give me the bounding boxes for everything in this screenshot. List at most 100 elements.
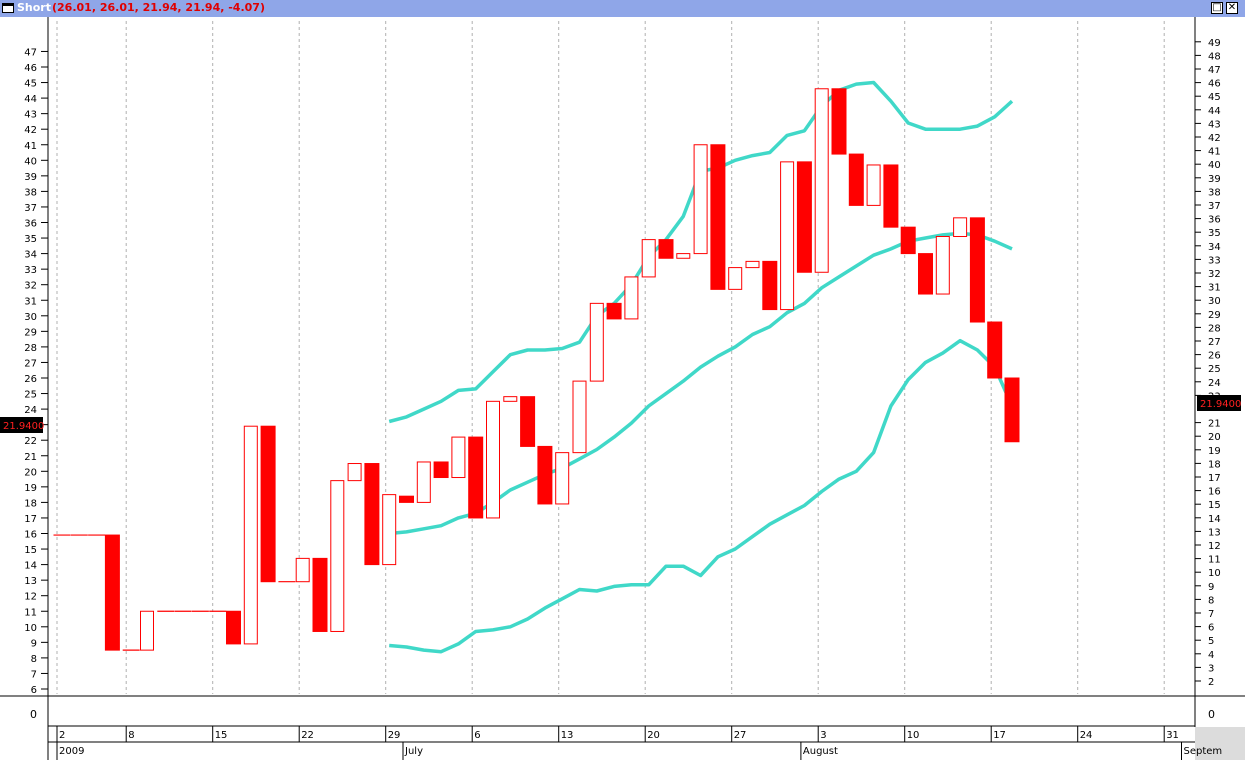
left-price-axis: 6789101112131415161718192021222324252627… — [24, 47, 48, 696]
left-tick-label: 38 — [24, 187, 37, 198]
right-tick-label: 42 — [1208, 133, 1221, 144]
right-tick-label: 38 — [1208, 187, 1221, 198]
left-tick-label: 29 — [24, 327, 37, 338]
right-tick-label: 9 — [1208, 582, 1214, 593]
right-tick-label: 41 — [1208, 147, 1221, 158]
right-tick-label: 35 — [1208, 228, 1221, 239]
volume-pane: 0 0 — [30, 708, 1215, 721]
time-tick-label: 31 — [1166, 730, 1179, 741]
right-tick-label: 8 — [1208, 595, 1214, 606]
time-tick-label: 15 — [215, 730, 228, 741]
restore-button[interactable]: □ — [1211, 2, 1223, 14]
candle-down — [399, 495, 414, 503]
candle-up — [572, 380, 587, 454]
right-tick-label: 12 — [1208, 541, 1221, 552]
right-price-axis: 2345678910111213141516171819202123242526… — [1195, 38, 1221, 688]
left-tick-label: 39 — [24, 172, 37, 183]
candle-up — [486, 400, 500, 519]
right-tick-label: 2 — [1208, 677, 1214, 688]
left-tick-label: 45 — [24, 79, 37, 90]
left-tick-label: 22 — [24, 436, 37, 447]
candle-up — [780, 161, 795, 311]
candle-up — [330, 480, 345, 632]
right-tick-label: 11 — [1208, 555, 1221, 566]
band-lower-line — [389, 338, 1014, 654]
time-axis: 2 8 15 22 29 6 13 20 27 3 10 17 24 31 2009 July August Se… — [56, 726, 1222, 760]
candle-down — [260, 425, 276, 583]
left-tick-label: 21 — [24, 452, 37, 463]
left-tick-label: 25 — [24, 390, 37, 401]
candle-up — [728, 267, 743, 290]
time-tick-label: 17 — [993, 730, 1006, 741]
candle-down — [658, 239, 674, 259]
right-tick-label: 46 — [1208, 79, 1221, 90]
left-tick-label: 47 — [24, 47, 37, 58]
time-tick-label: 6 — [474, 730, 480, 741]
time-tick-label: 8 — [128, 730, 134, 741]
last-price-label-right: 21.9400 — [1200, 399, 1241, 410]
right-tick-label: 4 — [1208, 650, 1214, 661]
left-tick-label: 26 — [24, 374, 37, 385]
left-tick-label: 14 — [24, 561, 37, 572]
close-button[interactable]: ✕ — [1226, 2, 1238, 14]
candle-down — [520, 396, 536, 447]
right-tick-label: 45 — [1208, 92, 1221, 103]
period-label: July — [404, 746, 423, 757]
left-tick-label: 11 — [24, 607, 37, 618]
right-tick-label: 33 — [1208, 255, 1221, 266]
candlesticks — [53, 88, 1020, 651]
left-tick-label: 44 — [24, 94, 37, 105]
last-price-box-left — [0, 417, 43, 433]
candle-down — [537, 445, 553, 505]
candle-down — [796, 161, 812, 273]
right-tick-label: 16 — [1208, 487, 1221, 498]
left-tick-label: 17 — [24, 514, 37, 525]
right-tick-label: 40 — [1208, 160, 1221, 171]
right-tick-label: 24 — [1208, 378, 1221, 389]
candle-up — [953, 217, 968, 237]
title-bar: Short (26.01, 26.01, 21.94, 21.94, -4.07… — [0, 0, 1245, 17]
last-price-box-right — [1197, 395, 1241, 411]
right-tick-label: 36 — [1208, 215, 1221, 226]
last-price-label-left: 21.9400 — [3, 421, 44, 432]
right-tick-label: 19 — [1208, 446, 1221, 457]
left-tick-label: 13 — [24, 576, 37, 587]
left-tick-label: 20 — [24, 467, 37, 478]
right-tick-label: 18 — [1208, 459, 1221, 470]
left-tick-label: 32 — [24, 281, 37, 292]
right-tick-label: 32 — [1208, 269, 1221, 280]
left-tick-label: 27 — [24, 358, 37, 369]
candle-down — [848, 153, 864, 206]
right-tick-label: 21 — [1208, 419, 1221, 430]
right-tick-label: 44 — [1208, 106, 1221, 117]
left-tick-label: 37 — [24, 203, 37, 214]
volume-axis-label-left: 0 — [30, 708, 37, 721]
period-label: August — [803, 746, 838, 757]
right-tick-label: 28 — [1208, 323, 1221, 334]
left-tick-label: 33 — [24, 265, 37, 276]
right-tick-label: 17 — [1208, 473, 1221, 484]
candle-up — [243, 425, 258, 645]
right-tick-label: 37 — [1208, 201, 1221, 212]
right-tick-label: 27 — [1208, 337, 1221, 348]
candle-up — [555, 452, 570, 505]
candle-up — [641, 239, 656, 278]
right-tick-label: 34 — [1208, 242, 1221, 253]
right-tick-label: 10 — [1208, 568, 1221, 579]
time-tick-label: 22 — [301, 730, 314, 741]
volume-axis-label-right: 0 — [1208, 708, 1215, 721]
candle-up — [693, 144, 708, 255]
window-icon[interactable] — [2, 3, 14, 13]
right-tick-label: 43 — [1208, 119, 1221, 130]
candle-down — [104, 534, 120, 651]
candle-up — [451, 436, 466, 479]
left-tick-label: 28 — [24, 343, 37, 354]
left-tick-label: 15 — [24, 545, 37, 556]
candle-down — [606, 302, 622, 320]
right-tick-label: 47 — [1208, 65, 1221, 76]
left-tick-label: 8 — [31, 654, 37, 665]
vertical-gridlines — [56, 21, 1165, 694]
right-tick-label: 48 — [1208, 51, 1221, 62]
candle-down — [312, 557, 328, 632]
right-tick-label: 29 — [1208, 310, 1221, 321]
